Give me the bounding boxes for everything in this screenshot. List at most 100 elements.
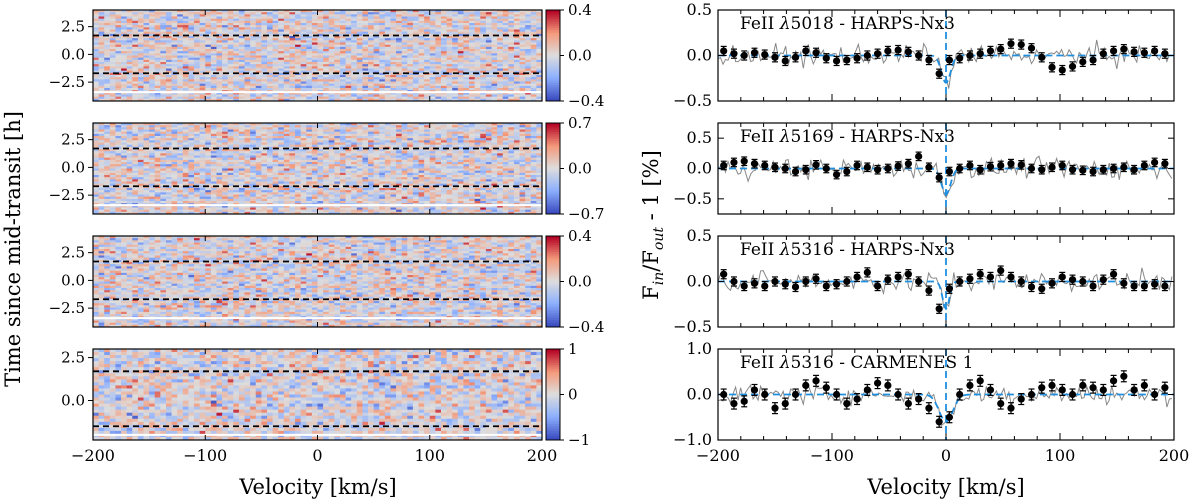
heatmap-cell (469, 62, 476, 65)
heatmap-cell (160, 70, 167, 74)
colorbar-segment (546, 87, 560, 91)
heatmap-cell (289, 14, 296, 17)
heatmap-cell (199, 92, 206, 95)
heatmap-cell (278, 70, 285, 74)
heatmap-cell (334, 68, 341, 72)
heatmap-cell (418, 129, 425, 133)
heatmap-cell (210, 77, 217, 80)
heatmap-cell (345, 10, 352, 13)
heatmap-cell (160, 81, 167, 85)
heatmap-cell (317, 33, 324, 37)
heatmap-cell (154, 77, 161, 80)
heatmap-cell (412, 20, 419, 24)
heatmap-cell (278, 38, 285, 41)
heatmap-cell (345, 27, 352, 30)
heatmap-cell (536, 27, 543, 30)
heatmap-cell (362, 46, 369, 50)
heatmap-cell (132, 59, 139, 63)
heatmap-cell (339, 79, 346, 82)
heatmap-cell (317, 10, 324, 13)
heatmap-cell (356, 129, 363, 133)
heatmap-cell (356, 62, 363, 65)
heatmap-cell (373, 70, 380, 74)
heatmap-cell (255, 88, 262, 91)
heatmap-cell (334, 75, 341, 78)
heatmap-cell (317, 40, 324, 43)
heatmap-cell (126, 51, 133, 54)
heatmap-cell (474, 79, 481, 82)
heatmap-cell (390, 70, 397, 74)
heatmap-cell (323, 57, 330, 61)
heatmap-cell (160, 36, 167, 39)
heatmap-cell (328, 64, 335, 67)
heatmap-cell (463, 40, 470, 43)
heatmap-cell (429, 66, 436, 69)
heatmap-cell (412, 16, 419, 20)
heatmap-cell (233, 53, 240, 56)
heatmap-cell (323, 10, 330, 13)
heatmap-cell (497, 88, 504, 91)
heatmap-cell (536, 18, 543, 22)
heatmap-cell (227, 127, 234, 130)
heatmap-cell (429, 16, 436, 20)
heatmap-cell (502, 16, 509, 20)
heatmap-cell (300, 12, 307, 15)
heatmap-cell (446, 59, 453, 63)
heatmap-cell (407, 131, 414, 135)
heatmap-cell (469, 31, 476, 35)
heatmap-cell (508, 49, 515, 52)
heatmap-cell (137, 94, 144, 98)
heatmap-cell (384, 81, 391, 85)
heatmap-cell (222, 59, 229, 63)
heatmap-cell (469, 49, 476, 52)
colorbar-segment (546, 75, 560, 79)
heatmap-cell (446, 31, 453, 35)
heatmap-cell (233, 12, 240, 15)
heatmap-cell (328, 53, 335, 56)
heatmap-cell (165, 27, 172, 30)
heatmap-cell (227, 38, 234, 41)
heatmap-cell (216, 68, 223, 72)
heatmap-cell (379, 27, 386, 30)
heatmap-cell (238, 46, 245, 50)
heatmap-cell (109, 92, 116, 95)
heatmap-cell (480, 46, 487, 50)
heatmap-cell (424, 38, 431, 41)
heatmap-cell (132, 23, 139, 26)
heatmap-cell (250, 42, 257, 46)
heatmap-cell (525, 57, 532, 61)
heatmap-cell (373, 79, 380, 82)
heatmap-cell (311, 75, 318, 78)
heatmap-cell (396, 53, 403, 56)
heatmap-cell (98, 40, 105, 43)
heatmap-cell (446, 72, 453, 76)
heatmap-cell (502, 36, 509, 39)
heatmap-cell (132, 68, 139, 72)
heatmap-cell (463, 53, 470, 56)
heatmap-cell (216, 83, 223, 87)
heatmap-cell (328, 55, 335, 59)
heatmap-cell (536, 88, 543, 91)
heatmap-cell (373, 20, 380, 24)
heatmap-cell (368, 81, 375, 85)
heatmap-cell (446, 64, 453, 67)
heatmap-cell (132, 127, 139, 130)
heatmap-cell (182, 83, 189, 87)
heatmap-cell (194, 88, 201, 91)
heatmap-cell (266, 27, 273, 30)
heatmap-cell (199, 77, 206, 80)
heatmap-cell (513, 51, 520, 54)
heatmap-cell (424, 77, 431, 80)
heatmap-cell (278, 12, 285, 15)
heatmap-cell (109, 68, 116, 72)
heatmap-cell (210, 85, 217, 89)
heatmap-cell (390, 59, 397, 63)
heatmap-cell (109, 81, 116, 85)
heatmap-cell (323, 53, 330, 56)
heatmap-cell (227, 33, 234, 37)
heatmap-cell (126, 123, 133, 126)
left-heatmap-panels: 2.50.0−2.50.40.0−0.42.50.0−2.50.70.0−0.7… (49, 1, 605, 465)
heatmap-cell (266, 14, 273, 17)
heatmap-cell (255, 57, 262, 61)
heatmap-cell (356, 81, 363, 85)
